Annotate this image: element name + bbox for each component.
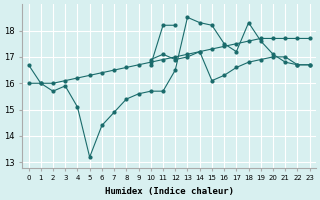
X-axis label: Humidex (Indice chaleur): Humidex (Indice chaleur) <box>105 187 234 196</box>
